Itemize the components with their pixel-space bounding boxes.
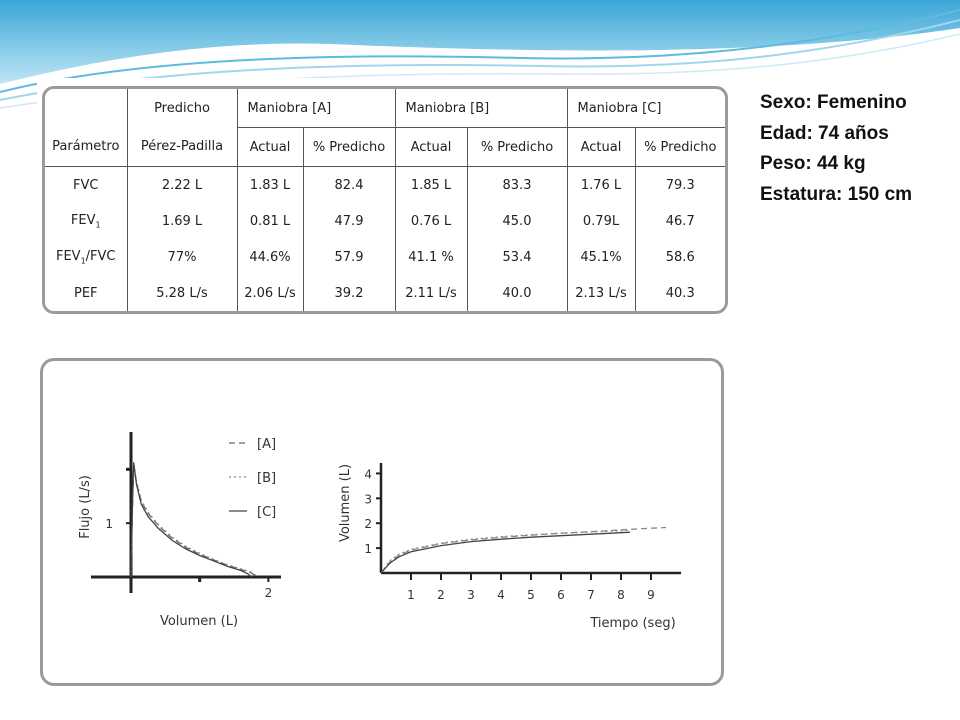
volume-x-tick-label: 6 [557,588,565,602]
table-row: PEF 5.28 L/s 2.06 L/s 39.2 2.11 L/s 40.0… [45,275,725,311]
legend-label: [C] [257,505,276,520]
cell-c-pct: 40.3 [634,275,725,311]
cell-c-actual: 2.13 L/s [566,275,635,311]
cell-c-pct: 58.6 [634,239,725,275]
maneuver-c-header: Maniobra [C] [566,89,725,128]
volume-x-tick-label: 1 [407,588,415,602]
patient-age: Edad: 74 años [760,122,889,144]
cell-c-actual: 0.79L [566,203,635,239]
row-pred: 2.22 L [126,166,237,203]
col-b-actual: Actual [394,127,467,167]
table-row: FEV1/FVC 77% 44.6% 57.9 41.1 % 53.4 45.1… [45,239,725,275]
volume-x-tick-label: 2 [437,588,445,602]
row-pred: 1.69 L [126,203,237,239]
row-pred: 77% [126,239,237,275]
cell-c-actual: 1.76 L [566,166,635,203]
row-param: FEV1 [70,212,101,230]
volume-x-tick-label: 3 [467,588,475,602]
volume-y-tick-label: 4 [364,467,372,481]
patient-height: Estatura: 150 cm [760,183,913,205]
patient-sex: Sexo: Femenino [760,92,907,113]
spirometry-table: Predicho Maniobra [A] Maniobra [B] Manio… [42,86,728,314]
cell-b-actual: 0.76 L [394,203,467,239]
col-c-pct: % Predicho [634,127,725,167]
volume-y-tick-label: 3 [364,492,372,506]
maneuver-b-header: Maniobra [B] [394,89,567,128]
cell-b-actual: 2.11 L/s [394,275,467,311]
volume-y-tick-label: 1 [364,542,372,556]
cell-c-actual: 45.1% [566,239,635,275]
volume-y-axis-label: Volumen (L) [338,464,353,542]
flow-y-axis-label: Flujo (L/s) [78,475,93,539]
flow-y-tick-label: 1 [105,517,113,531]
col-a-actual: Actual [236,127,303,167]
cell-b-actual: 41.1 % [394,239,467,275]
cell-a-actual: 0.81 L [236,203,303,239]
row-param: FEV1/FVC [55,248,116,266]
patient-info: Sexo: Femenino Edad: 74 años Peso: 44 kg… [760,88,912,210]
charts-canvas: 2 1 Volumen (L) Flujo (L/s) [A] [B] [C] 1 2 3 4 5 6 7… [78,432,681,631]
cell-a-actual: 2.06 L/s [236,275,303,311]
col-a-pct: % Predicho [302,127,395,167]
flow-series-line [130,463,259,578]
param-header: Parámetro [45,127,127,167]
volume-series-line [380,529,631,574]
pred-header-1: Predicho [126,89,237,128]
volume-y-tick-label: 2 [364,517,372,531]
cell-a-pct: 57.9 [302,239,395,275]
cell-b-actual: 1.85 L [394,166,467,203]
volume-series-line [380,526,667,574]
maneuver-a-header: Maniobra [A] [236,89,395,128]
pred-header-2: Pérez-Padilla [126,127,237,167]
cell-c-pct: 46.7 [634,203,725,239]
col-b-pct: % Predicho [466,127,567,167]
table-row: FEV1 1.69 L 0.81 L 47.9 0.76 L 45.0 0.79… [45,203,725,239]
cell-a-pct: 47.9 [302,203,395,239]
row-param: PEF [73,285,98,301]
volume-x-tick-label: 9 [647,588,655,602]
legend-label: [B] [257,471,276,486]
cell-a-pct: 82.4 [302,166,395,203]
flow-x-tick-label: 2 [265,586,273,600]
flow-x-axis-label: Volumen (L) [160,614,238,629]
volume-x-tick-label: 8 [617,588,625,602]
row-param: FVC [73,177,99,193]
legend-label: [A] [257,437,276,452]
cell-a-pct: 39.2 [302,275,395,311]
cell-b-pct: 53.4 [466,239,567,275]
volume-x-axis-label: Tiempo (seg) [589,616,675,631]
col-c-actual: Actual [566,127,635,167]
volume-series-line [380,531,631,574]
cell-b-pct: 45.0 [466,203,567,239]
cell-a-actual: 44.6% [236,239,303,275]
cell-b-pct: 40.0 [466,275,567,311]
volume-x-tick-label: 4 [497,588,505,602]
flow-series-line [130,465,258,578]
cell-b-pct: 83.3 [466,166,567,203]
charts-panel: 2 1 Volumen (L) Flujo (L/s) [A] [B] [C] 1 2 3 4 5 6 7… [40,358,724,686]
flow-series-line [130,462,253,578]
volume-x-tick-label: 5 [527,588,535,602]
patient-weight: Peso: 44 kg [760,153,866,174]
cell-c-pct: 79.3 [634,166,725,203]
row-pred: 5.28 L/s [126,275,237,311]
table-row: FVC 2.22 L 1.83 L 82.4 1.85 L 83.3 1.76 … [45,166,725,203]
cell-a-actual: 1.83 L [236,166,303,203]
volume-x-tick-label: 7 [587,588,595,602]
